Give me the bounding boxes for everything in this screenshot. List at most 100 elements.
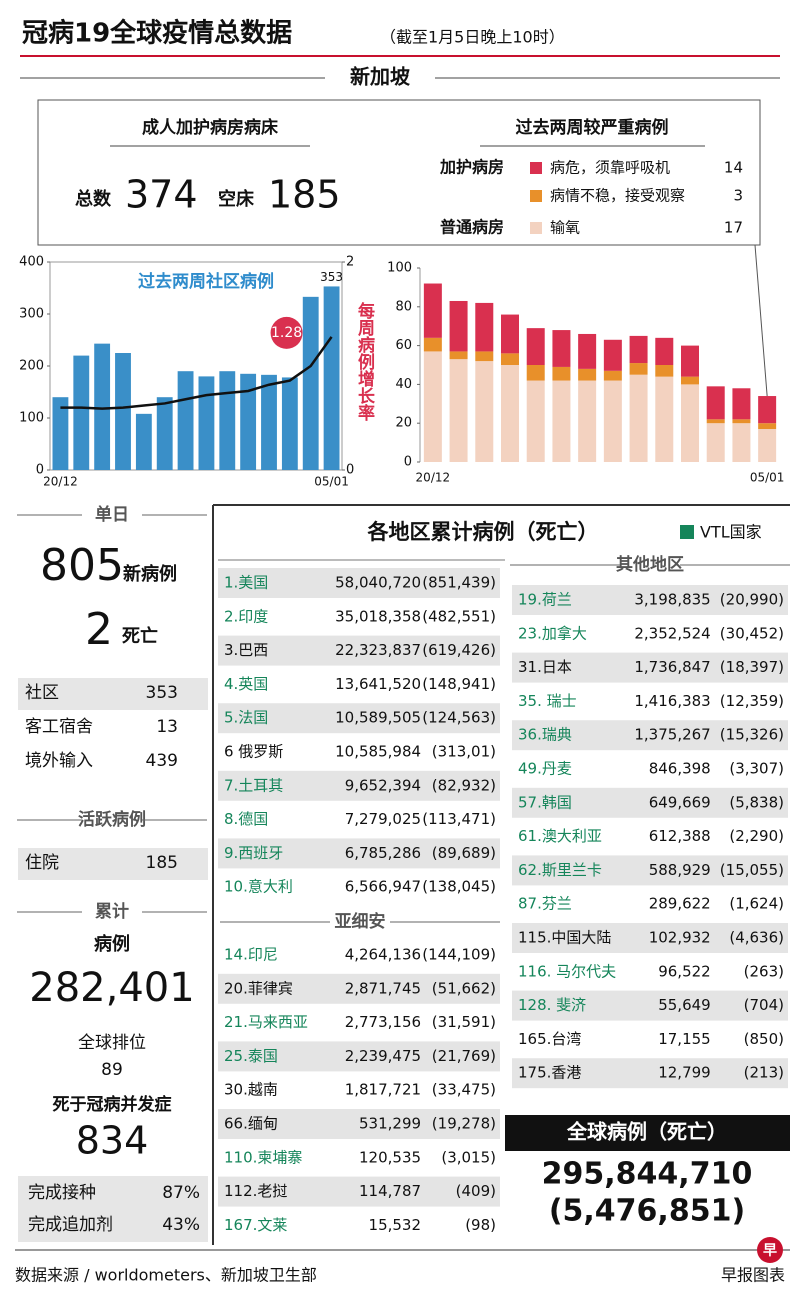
cases: 2,239,475 [345,1047,421,1065]
deaths: (15,055) [720,861,784,879]
country: 7.土耳其 [224,776,283,794]
label: 完成接种 [28,1183,96,1203]
country: 61.澳大利亚 [518,827,602,845]
summary-box [37,99,761,246]
label: 境外输入 [25,751,93,771]
row-background [218,838,500,869]
y-tick-label: 0 [36,463,44,478]
background [18,1176,208,1242]
cases: 120,535 [359,1148,421,1166]
deaths: (3,307) [729,760,784,778]
bar-segment [501,314,519,354]
country: 1.美国 [224,574,268,592]
bar-segment [603,339,622,371]
deaths: (15,326) [720,726,784,744]
plot-frame [49,261,343,471]
x-tick-label: 05/01 [314,475,349,489]
country: 8.德国 [224,810,268,828]
row-background [218,635,500,666]
country: 36.瑞典 [518,726,572,744]
bar-segment [526,328,545,365]
row-background [512,652,788,683]
deaths: (21,769) [432,1047,496,1065]
bar-segment [578,368,597,381]
y-tick-label: 20 [395,416,412,431]
bar-segment [655,365,674,377]
bar [261,374,277,470]
country: 6 俄罗斯 [224,743,283,761]
big-number: 282,401 [29,965,194,1011]
x-tick-label: 05/01 [750,471,785,485]
data-label: 353 [320,270,343,284]
bar [177,371,194,470]
cases: 2,871,745 [345,979,421,997]
country: 62.斯里兰卡 [518,861,602,879]
cases: 35,018,358 [335,607,421,625]
row-background [218,1109,500,1139]
deaths: (850) [744,1030,784,1048]
label: 89 [101,1060,123,1080]
bar [52,397,69,470]
cases: 58,040,720 [335,574,421,592]
bar-segment [475,302,494,352]
legend-swatch [530,190,542,202]
bar-segment [423,337,442,352]
section-title: 新加坡 [350,65,411,89]
y-tick-label: 60 [395,338,412,353]
x-tick-label: 20/12 [416,471,451,485]
cases: 102,932 [649,929,711,947]
bar-segment [423,283,442,338]
deaths: (12,359) [720,692,784,710]
country: 14.印尼 [224,946,278,964]
bar-segment [655,376,674,462]
label: 374 [125,173,198,217]
y-tick-label: 0 [404,455,412,470]
bar-segment [681,345,699,377]
bar-segment [629,374,648,462]
bar-segment [475,351,494,362]
deaths: (482,551) [422,607,496,625]
bar [156,397,173,470]
country: 30.越南 [224,1081,278,1099]
legend-value: 3 [733,187,743,205]
bar-segment [449,359,468,462]
country: 167.文莱 [224,1216,287,1234]
deaths: (148,941) [422,675,496,693]
legend-label: 输氧 [550,219,580,237]
cases: 846,398 [649,760,711,778]
cases: 1,375,267 [634,726,710,744]
country: 49.丹麦 [518,760,572,778]
bar-segment [732,423,751,462]
country: 20.菲律宾 [224,979,293,997]
cases: 22,323,837 [335,641,421,659]
label: 总数 [75,188,112,210]
big-number: 805 [40,540,124,591]
country: 3.巴西 [224,641,268,659]
bar-segment [449,351,468,360]
deaths: (144,109) [422,946,496,964]
label: 死于冠病并发症 [53,1094,172,1115]
label: 病例 [94,933,130,955]
bar-segment [423,351,442,462]
bar [198,376,215,470]
country: 19.荷兰 [518,591,572,609]
legend-value: 17 [724,219,743,237]
cases: 2,352,524 [634,624,710,642]
bar [323,286,340,470]
deaths: (5,838) [729,793,784,811]
bar-segment [758,396,777,424]
bar-segment [578,380,597,462]
cases: 6,566,947 [345,878,421,896]
deaths: (851,439) [422,574,496,592]
cases: 289,622 [649,895,711,913]
bar [115,353,131,470]
deaths: (19,278) [432,1115,496,1133]
legend-swatch [530,162,542,174]
bar [219,371,236,470]
section-heading: 其他地区 [616,554,684,575]
bar-segment [526,365,545,381]
bar-segment [732,419,751,424]
row-background [512,990,788,1021]
legend-swatch [680,525,694,539]
